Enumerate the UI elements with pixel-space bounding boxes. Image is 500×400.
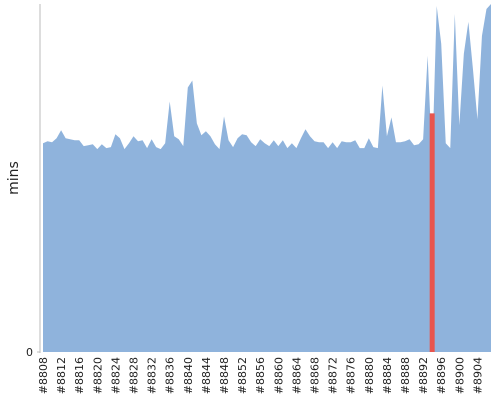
x-tick-label: #8848 (218, 357, 231, 394)
x-tick-label: #8860 (272, 357, 285, 394)
x-tick-label: #8816 (73, 357, 86, 394)
y-tick-label: 0 (26, 346, 33, 359)
area (43, 4, 491, 352)
x-tick-label: #8888 (399, 357, 412, 394)
x-tick-label: #8812 (55, 357, 68, 394)
x-tick-label: #8824 (109, 357, 122, 394)
x-tick-label: #8840 (182, 357, 195, 394)
x-tick-label: #8868 (309, 357, 322, 394)
x-tick-label: #8892 (417, 357, 430, 394)
x-tick-label: #8872 (327, 357, 340, 394)
y-axis-label: mins (6, 161, 22, 195)
x-tick-label: #8828 (128, 357, 141, 394)
x-tick-label: #8856 (254, 357, 267, 394)
x-tick-label: #8900 (453, 357, 466, 394)
x-tick-label: #8832 (146, 357, 159, 394)
x-tick-label: #8820 (91, 357, 104, 394)
x-tick-label: #8844 (200, 357, 213, 394)
highlight-bar (429, 113, 435, 352)
x-tick-label: #8864 (290, 357, 303, 394)
x-tick-label: #8896 (435, 357, 448, 394)
x-tick-label: #8836 (164, 357, 177, 394)
x-tick-label: #8852 (236, 357, 249, 394)
x-tick-label: #8880 (363, 357, 376, 394)
x-tick-label: #8876 (345, 357, 358, 394)
x-tick-label: #8808 (37, 357, 50, 394)
x-tick-label: #8904 (471, 357, 484, 394)
x-tick-label: #8884 (381, 357, 394, 394)
